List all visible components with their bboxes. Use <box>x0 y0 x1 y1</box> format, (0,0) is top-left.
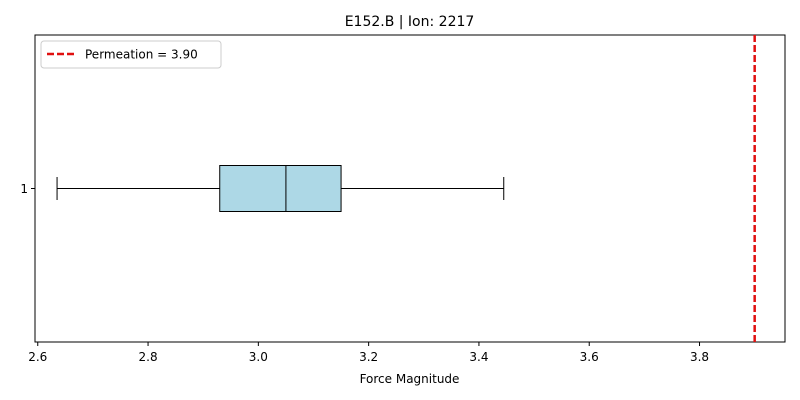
x-tick-label: 3.4 <box>469 350 488 364</box>
legend-entry-permeation: Permeation = 3.90 <box>85 48 198 62</box>
legend: Permeation = 3.90 <box>40 40 222 69</box>
x-tick-label: 3.8 <box>690 350 709 364</box>
legend-box <box>40 40 222 69</box>
box-1 <box>56 165 505 212</box>
x-tick-label: 3.2 <box>359 350 378 364</box>
x-axis-label: Force Magnitude <box>360 372 460 386</box>
x-axis: 2.6 2.8 3.0 3.2 3.4 3.6 3.8 <box>28 342 709 364</box>
x-tick-label: 2.6 <box>28 350 47 364</box>
box-plot <box>56 165 505 212</box>
box-iqr <box>219 165 342 212</box>
y-axis: 1 <box>20 182 35 196</box>
x-tick-label: 3.0 <box>249 350 268 364</box>
x-tick-label: 3.6 <box>580 350 599 364</box>
x-tick-label: 2.8 <box>139 350 158 364</box>
y-tick-label: 1 <box>20 182 28 196</box>
chart-title: E152.B | Ion: 2217 <box>345 14 475 30</box>
